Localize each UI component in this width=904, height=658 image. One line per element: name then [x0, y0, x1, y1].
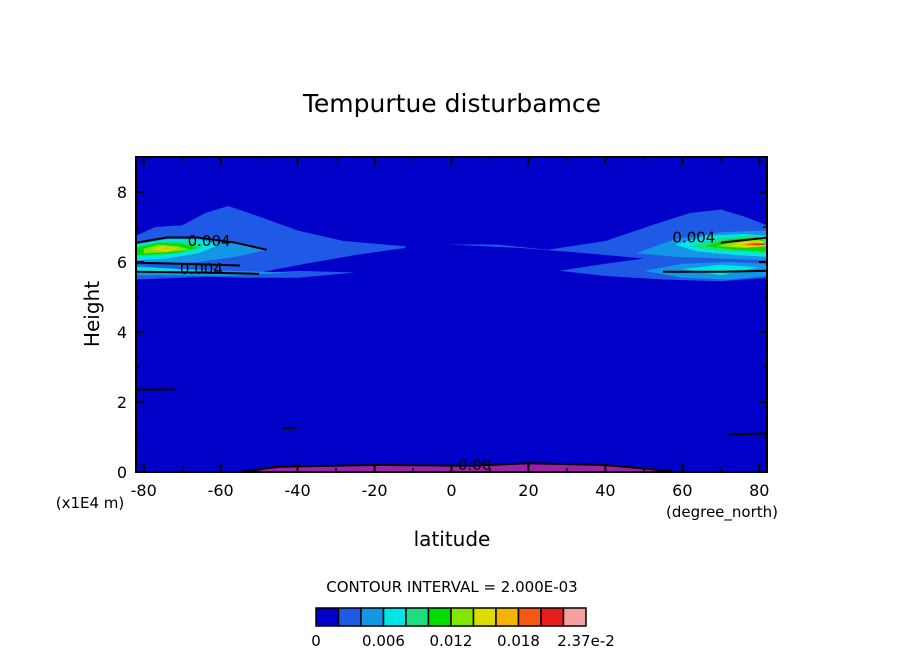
- x-axis-label: latitude: [414, 527, 491, 551]
- colorbar-tick-label: 0.012: [430, 632, 473, 650]
- contour-label: 0.004: [180, 260, 223, 278]
- contour-label: 0.004: [672, 229, 715, 247]
- contour-label: 0.004: [188, 232, 231, 250]
- colorbar-swatch: [361, 608, 384, 626]
- y-tick-label: 6: [117, 253, 127, 272]
- colorbar-swatch: [406, 608, 429, 626]
- colorbar: 0 0.006 0.012 0.018 2.37e-2: [311, 608, 615, 650]
- colorbar-swatch: [339, 608, 362, 626]
- colorbar-swatch: [496, 608, 519, 626]
- x-tick-label: 40: [595, 481, 615, 500]
- x-tick-label: 0: [446, 481, 456, 500]
- plot-background: [136, 157, 767, 472]
- contour-interval-text: CONTOUR INTERVAL = 2.000E-03: [326, 578, 577, 596]
- x-tick-label: 20: [518, 481, 538, 500]
- colorbar-swatch: [541, 608, 564, 626]
- contour-line: [729, 434, 768, 435]
- contour-line: [663, 271, 767, 272]
- y-tick-label: 8: [117, 183, 127, 202]
- y-tick-label: 2: [117, 393, 127, 412]
- x-tick-label: -40: [285, 481, 311, 500]
- colorbar-swatch: [316, 608, 339, 626]
- y-axis-unit: (x1E4 m): [56, 494, 125, 512]
- colorbar-tick-label: 0.018: [497, 632, 540, 650]
- chart-title: Tempurtue disturbamce: [302, 89, 601, 118]
- colorbar-swatch: [429, 608, 452, 626]
- contour-line: [282, 428, 297, 429]
- x-tick-label: -20: [361, 481, 387, 500]
- y-tick-label: 0: [117, 463, 127, 482]
- colorbar-swatch: [519, 608, 542, 626]
- colorbar-tick-label: 0: [311, 632, 321, 650]
- x-tick-label: -60: [208, 481, 234, 500]
- y-tick-label: 4: [117, 323, 127, 342]
- colorbar-tick-label: 2.37e-2: [557, 632, 615, 650]
- colorbar-swatch: [451, 608, 474, 626]
- x-tick-label: -80: [131, 481, 157, 500]
- colorbar-tick-label: 0.006: [362, 632, 405, 650]
- colorbar-swatch: [564, 608, 587, 626]
- y-axis-label: Height: [80, 281, 104, 347]
- x-axis-unit: (degree_north): [666, 503, 778, 522]
- x-tick-label: 60: [672, 481, 692, 500]
- colorbar-swatch: [384, 608, 407, 626]
- x-tick-label: 80: [749, 481, 769, 500]
- colorbar-swatch: [474, 608, 497, 626]
